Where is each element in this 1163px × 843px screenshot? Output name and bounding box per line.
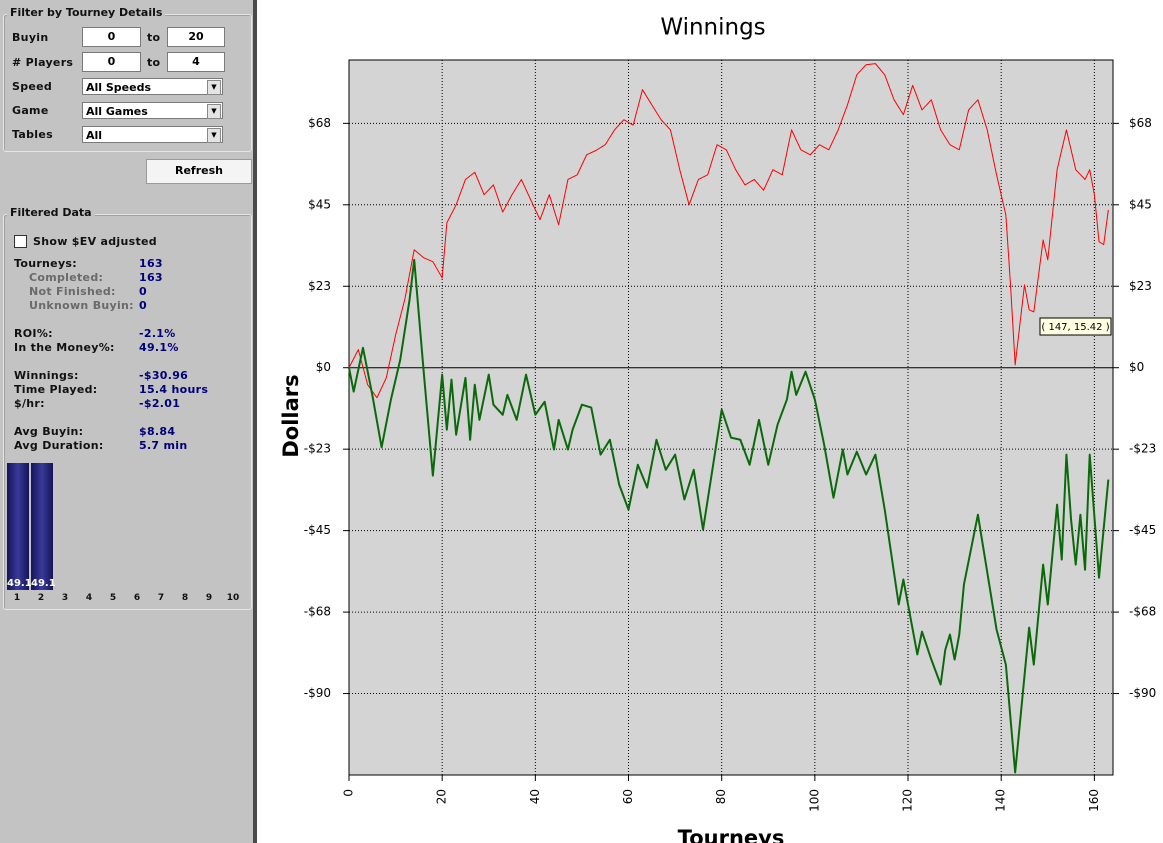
y-tick-label: $0	[316, 360, 331, 374]
range-to-input[interactable]: 20	[167, 27, 225, 47]
stat-value: 163	[139, 271, 163, 284]
finish-axis-label: 2	[37, 593, 45, 603]
select-dropdown[interactable]: All Games ▼	[82, 102, 223, 119]
stat-label: Tourneys:	[14, 257, 77, 270]
y-tick-label: -$23	[304, 442, 331, 456]
x-tick-label: 100	[807, 789, 821, 812]
stat-value: 5.7 min	[139, 439, 188, 452]
finish-bar-label: 49.1	[7, 578, 32, 589]
stat-label: Avg Duration:	[14, 439, 104, 452]
finish-axis-label: 4	[85, 593, 93, 603]
y-tick-label: $68	[308, 116, 331, 130]
stat-value: 163	[139, 257, 163, 270]
filter-title: Filter by Tourney Details	[7, 6, 166, 19]
finish-axis-label: 10	[226, 593, 240, 603]
finish-axis-label: 6	[133, 593, 141, 603]
y2-tick-label: -$68	[1129, 605, 1156, 619]
filter-panel: Filter by Tourney Details Buyin 0 to 20 # Pla…	[0, 0, 257, 843]
select-dropdown[interactable]: All ▼	[82, 126, 223, 143]
select-value: All Games	[86, 105, 148, 118]
stat-label: ROI%:	[14, 327, 53, 340]
select-dropdown[interactable]: All Speeds ▼	[82, 78, 223, 95]
finish-axis-label: 5	[109, 593, 117, 603]
y-tick-label: -$68	[304, 605, 331, 619]
x-tick-label: 60	[621, 789, 635, 804]
dropdown-arrow[interactable]: ▼	[207, 128, 221, 143]
x-tick-label: 80	[714, 789, 728, 804]
select-value: All Speeds	[86, 81, 152, 94]
finish-axis-label: 1	[13, 593, 21, 603]
select-label: Speed	[12, 80, 53, 93]
stat-value: -2.1%	[139, 327, 176, 340]
stat-value: $8.84	[139, 425, 176, 438]
stat-value: 0	[139, 299, 147, 312]
stat-label: Completed:	[29, 271, 104, 284]
y-tick-label: -$45	[304, 523, 331, 537]
select-value: All	[86, 129, 103, 142]
x-axis-label: Tourneys	[678, 826, 785, 843]
y-axis-label: Dollars	[279, 374, 303, 457]
x-tick-label: 160	[1087, 789, 1101, 812]
stat-value: 49.1%	[139, 341, 179, 354]
range-from-input[interactable]: 0	[82, 52, 141, 72]
stat-value: 15.4 hours	[139, 383, 209, 396]
finish-axis-label: 3	[61, 593, 69, 603]
stat-label: Winnings:	[14, 369, 79, 382]
stat-label: Time Played:	[14, 383, 98, 396]
series-line	[348, 63, 1109, 399]
plot-area	[348, 59, 1114, 776]
y2-tick-label: -$90	[1129, 686, 1156, 700]
chart-title: Winnings	[660, 15, 765, 41]
x-tick-label: 140	[994, 789, 1008, 812]
x-tick-label: 120	[901, 789, 915, 812]
x-tick-label: 0	[342, 789, 356, 797]
range-to-label: to	[147, 56, 161, 69]
select-label: Tables	[12, 128, 53, 141]
x-tick-label: 20	[435, 789, 449, 804]
stat-value: 0	[139, 285, 147, 298]
y2-tick-label: $0	[1129, 360, 1144, 374]
range-to-label: to	[147, 31, 161, 44]
y2-tick-label: $68	[1129, 116, 1152, 130]
y2-tick-label: $23	[1129, 279, 1152, 293]
range-from-input[interactable]: 0	[82, 27, 141, 47]
y2-tick-label: -$23	[1129, 442, 1156, 456]
range-label: Buyin	[12, 31, 49, 44]
checkbox-label: Show $EV adjusted	[33, 235, 157, 248]
finish-bar	[31, 463, 53, 590]
stat-value: -$30.96	[139, 369, 189, 382]
y-tick-label: $23	[308, 279, 331, 293]
x-tick-label: 40	[528, 789, 542, 804]
checkbox[interactable]	[14, 235, 27, 248]
y2-tick-label: $45	[1129, 197, 1152, 211]
stat-value: -$2.01	[139, 397, 181, 410]
range-label: # Players	[12, 56, 74, 69]
tooltip-text: ( 147, 15.42 )	[1041, 322, 1109, 333]
y2-tick-label: -$45	[1129, 523, 1156, 537]
tooltip: ( 147, 15.42 )	[1039, 317, 1112, 336]
stat-label: Avg Buyin:	[14, 425, 84, 438]
finish-bar	[7, 463, 29, 590]
range-to-input[interactable]: 4	[167, 52, 225, 72]
y-tick-label: -$90	[304, 686, 331, 700]
finish-bar-label: 49.1	[31, 578, 56, 589]
stat-label: $/hr:	[14, 397, 45, 410]
series-line	[348, 258, 1110, 774]
finish-axis-label: 9	[205, 593, 213, 603]
dropdown-arrow[interactable]: ▼	[207, 104, 221, 119]
finish-axis-label: 8	[181, 593, 189, 603]
dropdown-arrow[interactable]: ▼	[207, 80, 221, 95]
refresh-button[interactable]: Refresh	[146, 159, 252, 184]
filtered-group	[3, 214, 252, 610]
stat-label: In the Money%:	[14, 341, 115, 354]
y-tick-label: $45	[308, 197, 331, 211]
stat-label: Unknown Buyin:	[29, 299, 134, 312]
stat-label: Not Finished:	[29, 285, 116, 298]
filtered-title: Filtered Data	[7, 206, 95, 219]
finish-axis-label: 7	[157, 593, 165, 603]
tooltip-box	[1039, 317, 1112, 336]
select-label: Game	[12, 104, 49, 117]
